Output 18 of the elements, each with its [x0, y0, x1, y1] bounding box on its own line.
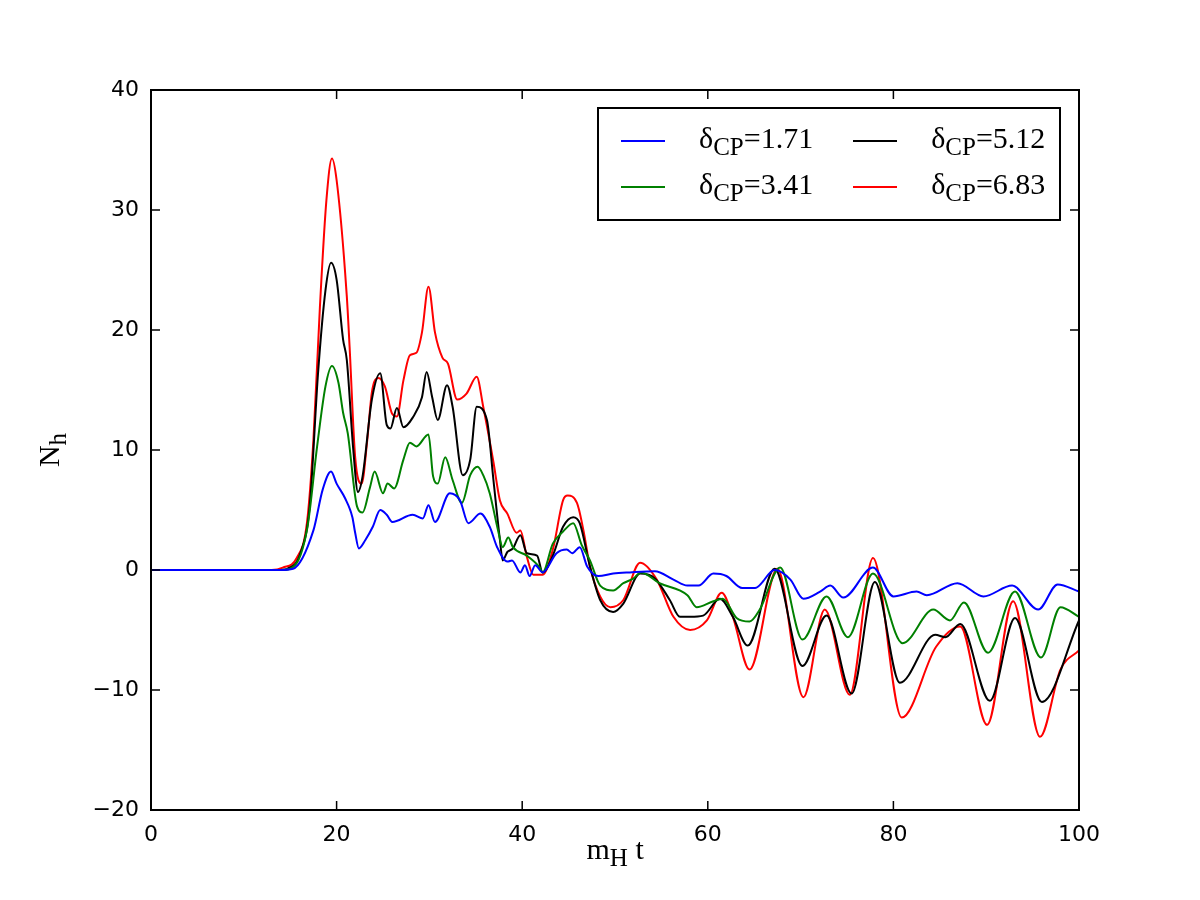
x-tick-label: 20 — [322, 820, 351, 846]
x-tick-label: 60 — [693, 820, 722, 846]
y-tick-label: 0 — [125, 555, 139, 581]
legend-label: δ$_{CP}$=6.83 — [931, 167, 1046, 207]
legend-label: δ$_{CP}$=5.12 — [931, 121, 1046, 161]
y-tick-label: −20 — [92, 795, 139, 821]
x-tick-label: 100 — [1058, 820, 1100, 846]
y-tick-label: −10 — [92, 675, 139, 701]
x-tick-label: 80 — [879, 820, 908, 846]
y-tick-label: 20 — [111, 315, 139, 341]
x-axis-title: m$_{H}$ t — [586, 832, 644, 872]
x-tick-label: 0 — [144, 820, 158, 846]
y-tick-label: 30 — [111, 195, 139, 221]
x-tick-label: 40 — [508, 820, 537, 846]
legend-label: δ$_{CP}$=3.41 — [699, 167, 814, 207]
y-tick-label: 40 — [111, 75, 139, 101]
legend-label: δ$_{CP}$=1.71 — [699, 121, 814, 161]
y-tick-label: 10 — [111, 435, 139, 461]
